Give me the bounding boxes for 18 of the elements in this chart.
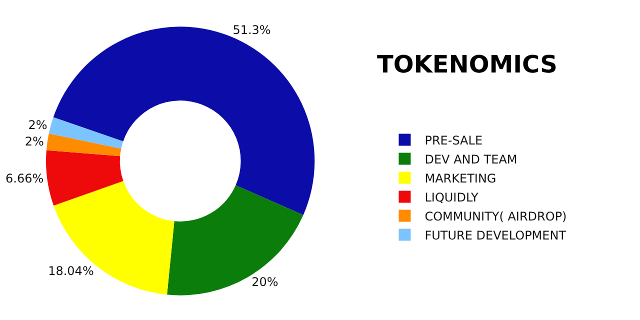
legend-label: LIQUIDLY xyxy=(424,190,480,204)
data-label: 51.3% xyxy=(232,22,271,37)
legend-label: PRE-SALE xyxy=(424,133,483,148)
text: TOKENOMICS xyxy=(376,50,558,78)
donut-slice xyxy=(167,185,304,296)
legend-label: FUTURE DEVELOPMENT xyxy=(424,228,567,242)
data-label: 20% xyxy=(252,275,278,290)
data-label: 2% xyxy=(28,118,48,132)
data-label: 2% xyxy=(24,134,44,149)
donut-slice xyxy=(53,26,315,215)
legend-label: COMMUNITY( AIRDROP) xyxy=(424,209,567,224)
legend-label: DEV AND TEAM xyxy=(424,152,518,166)
donut-slice xyxy=(46,150,124,206)
legend-label: MARKETING xyxy=(424,171,496,186)
data-label: 18.04% xyxy=(48,264,94,278)
donut-slice xyxy=(48,117,124,149)
data-label: 6.66% xyxy=(5,171,44,186)
donut-slice xyxy=(46,134,122,156)
